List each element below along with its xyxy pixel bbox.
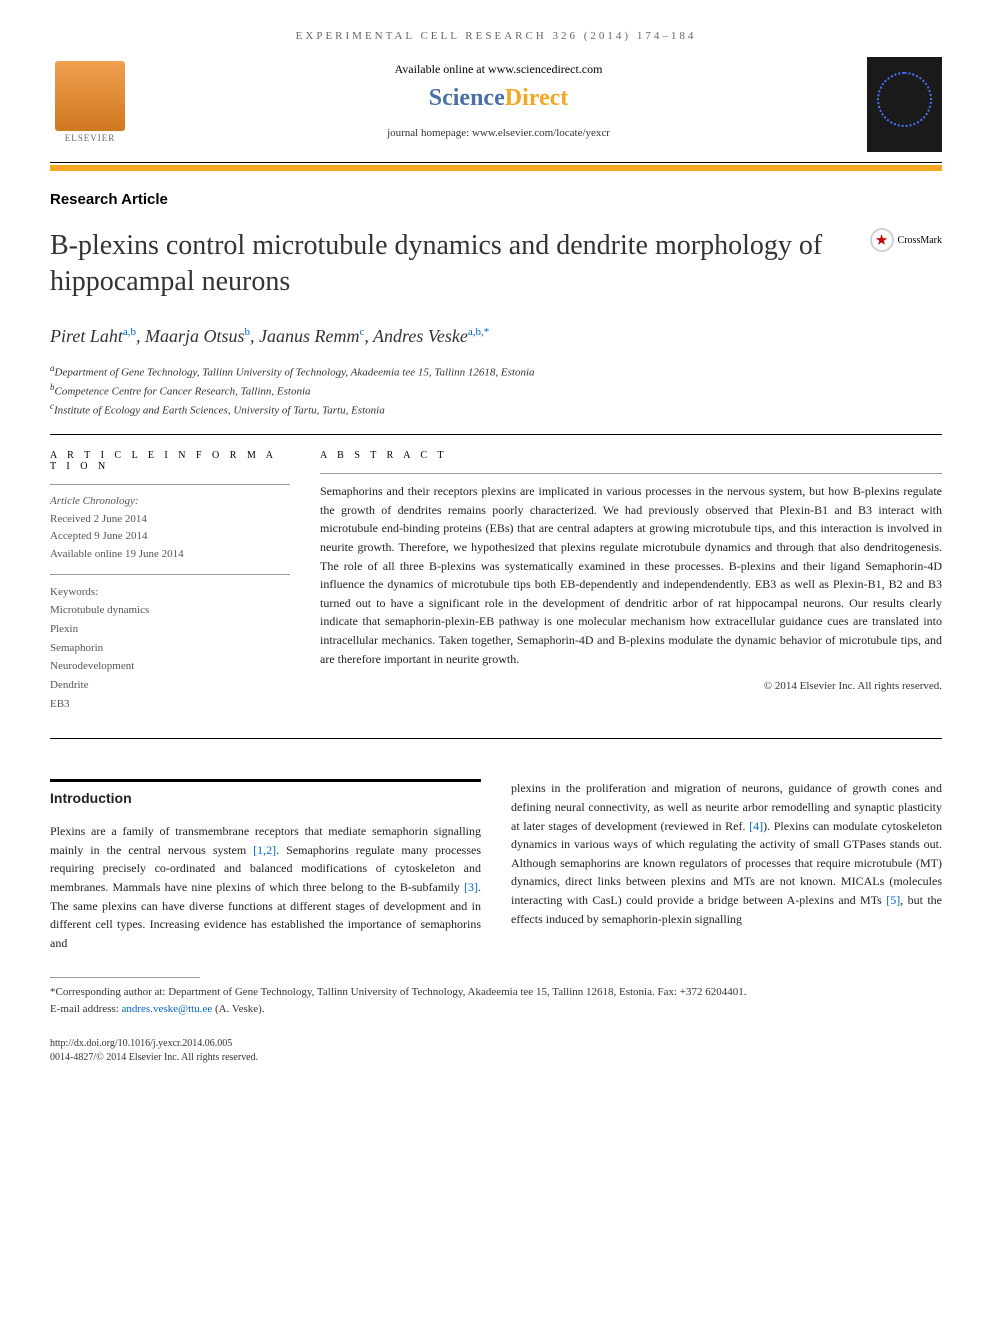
email-link[interactable]: andres.veske@ttu.ee (121, 1003, 212, 1015)
keyword: Dendrite (50, 676, 290, 695)
footnote-separator (50, 977, 200, 978)
ref-link[interactable]: [3] (464, 880, 478, 894)
keywords-block: Keywords: Microtubule dynamics Plexin Se… (50, 574, 290, 714)
authors: Piret Lahta,b, Maarja Otsusb, Jaanus Rem… (50, 326, 942, 347)
author-1: Piret Laht (50, 326, 123, 346)
abstract-section: A B S T R A C T Semaphorins and their re… (320, 450, 942, 713)
divider (50, 434, 942, 435)
elsevier-tree-icon (55, 61, 125, 131)
affiliations: aDepartment of Gene Technology, Tallinn … (50, 362, 942, 419)
crossmark-icon (870, 228, 894, 252)
cover-circle-icon (877, 72, 932, 127)
article-info: A R T I C L E I N F O R M A T I O N Arti… (50, 450, 290, 713)
keywords-label: Keywords: (50, 583, 290, 602)
ref-link[interactable]: [4] (749, 819, 763, 833)
header-center: Available online at www.sciencedirect.co… (130, 57, 867, 139)
affiliation-c: cInstitute of Ecology and Earth Sciences… (50, 400, 942, 419)
abstract-text: Semaphorins and their receptors plexins … (320, 473, 942, 668)
accepted-date: Accepted 9 June 2014 (50, 528, 290, 546)
journal-homepage[interactable]: journal homepage: www.elsevier.com/locat… (130, 127, 867, 139)
keyword: Semaphorin (50, 639, 290, 658)
title-row: B-plexins control microtubule dynamics a… (50, 228, 942, 301)
footnotes: *Corresponding author at: Department of … (50, 984, 942, 1017)
author-4: , Andres Veske (364, 326, 467, 346)
doi-block: http://dx.doi.org/10.1016/j.yexcr.2014.0… (50, 1037, 942, 1065)
running-head: EXPERIMENTAL CELL RESEARCH 326 (2014) 17… (50, 30, 942, 42)
chronology-block: Article Chronology: Received 2 June 2014… (50, 484, 290, 563)
chronology-label: Article Chronology: (50, 493, 290, 511)
elsevier-logo[interactable]: ELSEVIER (50, 57, 130, 147)
journal-header: ELSEVIER Available online at www.science… (50, 57, 942, 163)
corresponding-author: *Corresponding author at: Department of … (50, 984, 942, 1001)
crossmark-label: CrossMark (898, 235, 942, 246)
author-3: , Jaanus Remm (250, 326, 359, 346)
abstract-copyright: © 2014 Elsevier Inc. All rights reserved… (320, 680, 942, 692)
column-right: plexins in the proliferation and migrati… (511, 779, 942, 952)
available-online: Available online at www.sciencedirect.co… (130, 62, 867, 77)
author-1-aff: a,b (123, 326, 136, 338)
article-title: B-plexins control microtubule dynamics a… (50, 228, 855, 301)
received-date: Received 2 June 2014 (50, 511, 290, 529)
doi-url[interactable]: http://dx.doi.org/10.1016/j.yexcr.2014.0… (50, 1037, 942, 1051)
column-left: Introduction Plexins are a family of tra… (50, 779, 481, 952)
affiliation-a: aDepartment of Gene Technology, Tallinn … (50, 362, 942, 381)
elsevier-label: ELSEVIER (65, 133, 116, 143)
intro-paragraph-1: Plexins are a family of transmembrane re… (50, 822, 481, 952)
author-4-aff: a,b, (468, 326, 484, 338)
issn-copyright: 0014-4827/© 2014 Elsevier Inc. All right… (50, 1051, 942, 1065)
orange-divider (50, 165, 942, 171)
info-heading: A R T I C L E I N F O R M A T I O N (50, 450, 290, 472)
ref-link[interactable]: [1,2] (253, 843, 276, 857)
introduction-heading: Introduction (50, 779, 481, 810)
corresp-star-icon: * (484, 326, 490, 338)
ref-link[interactable]: [5] (886, 893, 900, 907)
author-2: , Maarja Otsus (136, 326, 245, 346)
keyword: EB3 (50, 695, 290, 714)
abstract-heading: A B S T R A C T (320, 450, 942, 461)
sd-science: Science (429, 85, 505, 111)
sciencedirect-logo[interactable]: ScienceDirect (130, 85, 867, 112)
email-line: E-mail address: andres.veske@ttu.ee (A. … (50, 1001, 942, 1018)
info-abstract-row: A R T I C L E I N F O R M A T I O N Arti… (50, 450, 942, 713)
intro-paragraph-2: plexins in the proliferation and migrati… (511, 779, 942, 928)
keyword: Neurodevelopment (50, 657, 290, 676)
body-columns: Introduction Plexins are a family of tra… (50, 779, 942, 952)
sd-direct: Direct (505, 85, 569, 111)
affiliation-b: bCompetence Centre for Cancer Research, … (50, 381, 942, 400)
keyword: Microtubule dynamics (50, 601, 290, 620)
article-type: Research Article (50, 191, 942, 208)
keyword: Plexin (50, 620, 290, 639)
crossmark-badge[interactable]: CrossMark (870, 228, 942, 252)
journal-cover-icon (867, 57, 942, 152)
online-date: Available online 19 June 2014 (50, 546, 290, 564)
divider (50, 738, 942, 739)
